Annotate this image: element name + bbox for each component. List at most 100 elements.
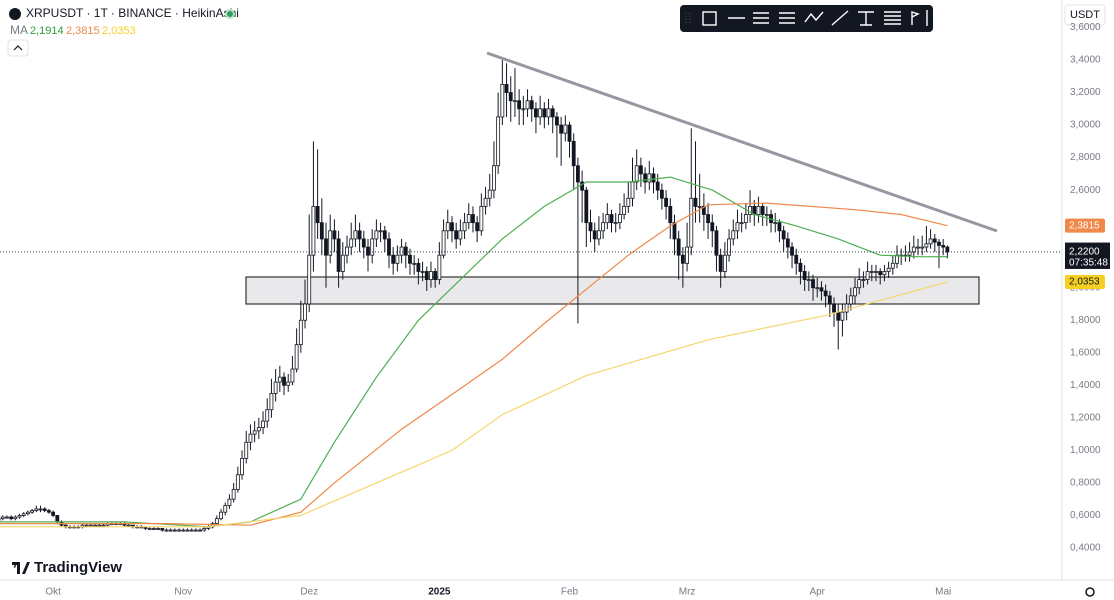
trend-line[interactable] <box>486 51 998 233</box>
toolbar-grip[interactable] <box>685 13 691 24</box>
candle-body <box>811 279 815 289</box>
candle-body <box>391 254 396 264</box>
candle-body <box>374 230 379 240</box>
candle-body <box>214 518 219 524</box>
candle-body <box>592 230 597 240</box>
candle-body <box>777 222 782 232</box>
candle-body <box>714 230 719 256</box>
x-tick-label: Dez <box>300 587 318 598</box>
symbol-icon[interactable] <box>9 8 21 20</box>
candle-body <box>571 140 576 167</box>
price-box <box>1065 244 1110 259</box>
ma-legend-value: 2,0353 <box>102 25 136 37</box>
candle-body <box>718 254 723 272</box>
candle-body <box>265 409 270 422</box>
candle-body <box>160 528 165 531</box>
candle-body <box>521 108 526 111</box>
candle-body <box>832 303 836 313</box>
y-tick-label: 0,6000 <box>1070 510 1101 521</box>
candle-body <box>370 238 375 256</box>
candle-body <box>617 214 622 224</box>
candle-body <box>848 295 853 305</box>
candle-body <box>55 515 60 523</box>
candle-body <box>731 230 736 240</box>
logo-icon[interactable] <box>12 562 30 574</box>
candle-body <box>689 197 694 248</box>
candle-body <box>844 303 849 313</box>
candle-body <box>366 246 370 256</box>
currency-button[interactable] <box>1064 4 1106 26</box>
candle-body <box>156 528 160 530</box>
candle-body <box>240 458 244 476</box>
y-tick-label: 1,6000 <box>1070 347 1101 358</box>
candle-body <box>277 376 282 383</box>
candle-body <box>282 376 286 386</box>
drawing-toolbar <box>680 5 933 32</box>
logo-text[interactable]: TradingView <box>34 559 122 576</box>
candle-body <box>252 430 257 435</box>
ma-line <box>0 202 948 526</box>
x-tick-label: Nov <box>174 587 192 598</box>
candle-body <box>920 246 925 249</box>
tool-lines[interactable] <box>884 11 901 25</box>
candle-body <box>576 165 580 183</box>
candle-body <box>773 222 778 225</box>
tool-rectangle[interactable] <box>702 11 717 26</box>
currency-label[interactable]: USDT <box>1070 9 1100 21</box>
tool-parallel[interactable] <box>753 12 769 24</box>
candle-body <box>298 319 303 346</box>
collapse-button[interactable] <box>7 39 29 57</box>
logo-mark: ⁷ <box>12 559 19 576</box>
candle-body <box>202 528 207 531</box>
tool-flag[interactable] <box>911 11 920 25</box>
candle-body <box>911 246 916 253</box>
x-tick-label: Mai <box>935 587 951 598</box>
tool-pattern[interactable] <box>804 11 824 23</box>
candle-body <box>492 165 496 191</box>
ma-legend-label[interactable]: MA <box>10 23 28 37</box>
candle-body <box>450 222 454 232</box>
candle-body <box>907 251 912 256</box>
candle-body <box>244 441 249 459</box>
candle-body <box>785 238 790 248</box>
candle-body <box>345 246 349 256</box>
candles <box>0 60 950 532</box>
settings-icon[interactable] <box>1085 587 1095 597</box>
y-tick-label: 3,4000 <box>1070 55 1101 66</box>
candle-body <box>937 241 941 246</box>
candle-body <box>13 516 18 520</box>
candle-body <box>693 197 698 207</box>
candle-body <box>198 529 202 532</box>
candle-body <box>445 222 450 232</box>
tool-trend-line[interactable] <box>831 10 849 26</box>
candle-body <box>97 524 102 527</box>
support-zone[interactable] <box>245 276 980 305</box>
candle-body <box>248 433 253 443</box>
candle-body <box>181 529 186 532</box>
candle-body <box>328 230 333 256</box>
candle-body <box>836 311 841 321</box>
candle-body <box>685 246 689 264</box>
candle-body <box>324 238 328 256</box>
tool-fib[interactable] <box>779 12 795 24</box>
candle-body <box>647 173 652 183</box>
candle-body <box>815 287 820 290</box>
candle-body <box>399 246 404 256</box>
symbol-title[interactable]: XRPUSDT · 1T · BINANCE · HeikinAshi <box>26 6 239 20</box>
candle-body <box>168 529 173 532</box>
y-tick-label: 3,6000 <box>1070 22 1101 33</box>
candle-body <box>513 100 517 103</box>
candle-body <box>861 279 866 281</box>
candle-body <box>51 511 56 516</box>
candle-body <box>172 529 177 532</box>
y-tick-label: 2,6000 <box>1070 185 1101 196</box>
y-tick-label: 1,4000 <box>1070 380 1101 391</box>
candle-body <box>26 511 30 515</box>
ma-line <box>0 281 948 528</box>
tool-text[interactable] <box>858 11 874 26</box>
candle-body <box>231 489 236 500</box>
candle-body <box>697 205 702 208</box>
candle-body <box>626 197 631 207</box>
